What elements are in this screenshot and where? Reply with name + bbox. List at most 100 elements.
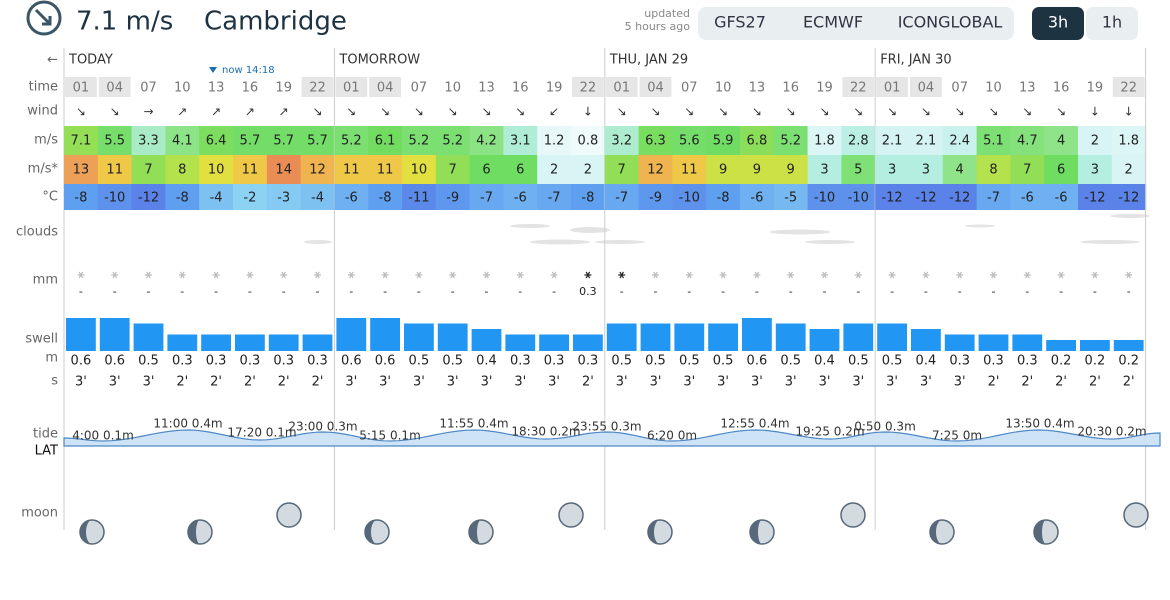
wind-value: 5.9	[713, 134, 734, 149]
wind-value: 3.1	[510, 134, 531, 149]
snowflake-stroke	[112, 271, 117, 279]
wind-value: 6.4	[206, 134, 227, 149]
interval-button[interactable]	[1032, 7, 1084, 40]
snowflake-stroke	[450, 271, 455, 279]
gust-cell	[368, 155, 403, 184]
precip: -	[248, 285, 252, 298]
swell-bar	[674, 323, 705, 351]
moon-shadow	[80, 520, 92, 544]
precip: -	[349, 285, 353, 298]
tide-label: 17:20 0.1m	[227, 426, 296, 440]
now-marker	[209, 67, 217, 73]
swell-period: 3'	[751, 375, 763, 390]
night-cell	[335, 77, 368, 97]
gust-cell	[199, 155, 234, 184]
time: 01	[343, 81, 360, 96]
precip: -	[856, 285, 860, 298]
wind-value: 2	[1091, 134, 1099, 149]
swell-bar	[539, 334, 569, 351]
wind-value: 5.7	[273, 134, 294, 149]
temp-cell	[233, 184, 268, 210]
snowflake	[381, 271, 389, 279]
swell-period: 2'	[582, 375, 594, 390]
time: 04	[377, 81, 394, 96]
row-label: mm	[33, 273, 58, 288]
wind-dir: ↘	[380, 105, 390, 119]
interval-button[interactable]	[1086, 7, 1138, 40]
wind-cell	[64, 126, 99, 155]
swell-height: 0.4	[476, 354, 497, 369]
night-cell	[65, 77, 97, 97]
swell-bar	[911, 329, 941, 351]
snowflake	[1125, 271, 1133, 279]
model[interactable]: GFS27	[714, 13, 766, 32]
interval[interactable]: 1h	[1102, 13, 1122, 32]
temp-value: -12	[138, 191, 159, 206]
precip: -	[214, 285, 218, 298]
wind-cell	[266, 126, 302, 155]
interval[interactable]: 3h	[1048, 13, 1068, 32]
tide-label: 12:55 0.4m	[720, 417, 789, 431]
moon	[276, 502, 302, 528]
wind-dir: ↘	[617, 105, 627, 119]
precip: -	[147, 285, 151, 298]
wind-cell	[571, 126, 606, 155]
wind-value: 2.1	[882, 134, 903, 149]
swell-height: 0.6	[375, 354, 396, 369]
wind-value: 5.2	[780, 134, 801, 149]
wind-dir: ↘	[76, 105, 86, 119]
time: 01	[884, 81, 901, 96]
row-label: wind	[27, 104, 58, 119]
swell-period: 3'	[109, 375, 121, 390]
temp-value: -8	[176, 191, 189, 206]
precip: -	[687, 285, 691, 298]
swell-height: 0.5	[848, 354, 869, 369]
model[interactable]: ICONGLOBAL	[898, 13, 1003, 32]
temp-value: -8	[379, 191, 392, 206]
snowflake	[516, 271, 524, 279]
swell-bar	[235, 334, 265, 351]
model[interactable]: ECMWF	[803, 13, 863, 32]
wind-value: 5.5	[104, 134, 125, 149]
snowflake	[178, 271, 186, 279]
temp-cell	[706, 184, 741, 210]
snowflake	[246, 271, 254, 279]
time: 22	[1120, 81, 1137, 96]
gust-value: 2	[550, 163, 558, 178]
temp-value: -4	[311, 191, 324, 206]
wind-dir: ↗	[279, 105, 289, 119]
gust-cell	[706, 155, 741, 184]
wind-dir: ↘	[988, 105, 998, 119]
night-cell	[1112, 77, 1145, 97]
tide-curve	[63, 429, 1161, 447]
wind-value: 5.2	[442, 134, 463, 149]
row-label[interactable]: ←	[47, 53, 58, 68]
temp-cell	[976, 184, 1011, 210]
temp-cell	[368, 184, 403, 210]
swell-period: 2'	[1123, 375, 1135, 390]
temp-value: -12	[1118, 191, 1139, 206]
temp-value: -12	[1084, 191, 1105, 206]
swell-height: 0.3	[1017, 354, 1038, 369]
temp-cell	[402, 184, 437, 210]
wind-value: 7.1	[71, 134, 92, 149]
wind-dir: ↗	[211, 105, 221, 119]
wind-dir: ↘	[718, 105, 728, 119]
gust-value: 6	[516, 163, 524, 178]
temp-cell	[740, 184, 775, 210]
snowflake	[719, 271, 727, 279]
gust-value: 3	[888, 163, 896, 178]
wind-dir: ↘	[448, 105, 458, 119]
night-cell	[842, 77, 875, 97]
now-label: now 14:18	[222, 65, 275, 76]
temp-cell	[199, 184, 234, 210]
row-label: tide	[33, 427, 58, 442]
time: 01	[613, 81, 630, 96]
wind-dir: ↘	[312, 105, 322, 119]
snowflake-stroke	[653, 271, 658, 279]
snowflake-stroke	[349, 271, 354, 279]
gust-cell	[672, 155, 707, 184]
time: 16	[242, 81, 259, 96]
temp-cell	[1010, 184, 1045, 210]
snowflake	[990, 271, 997, 279]
